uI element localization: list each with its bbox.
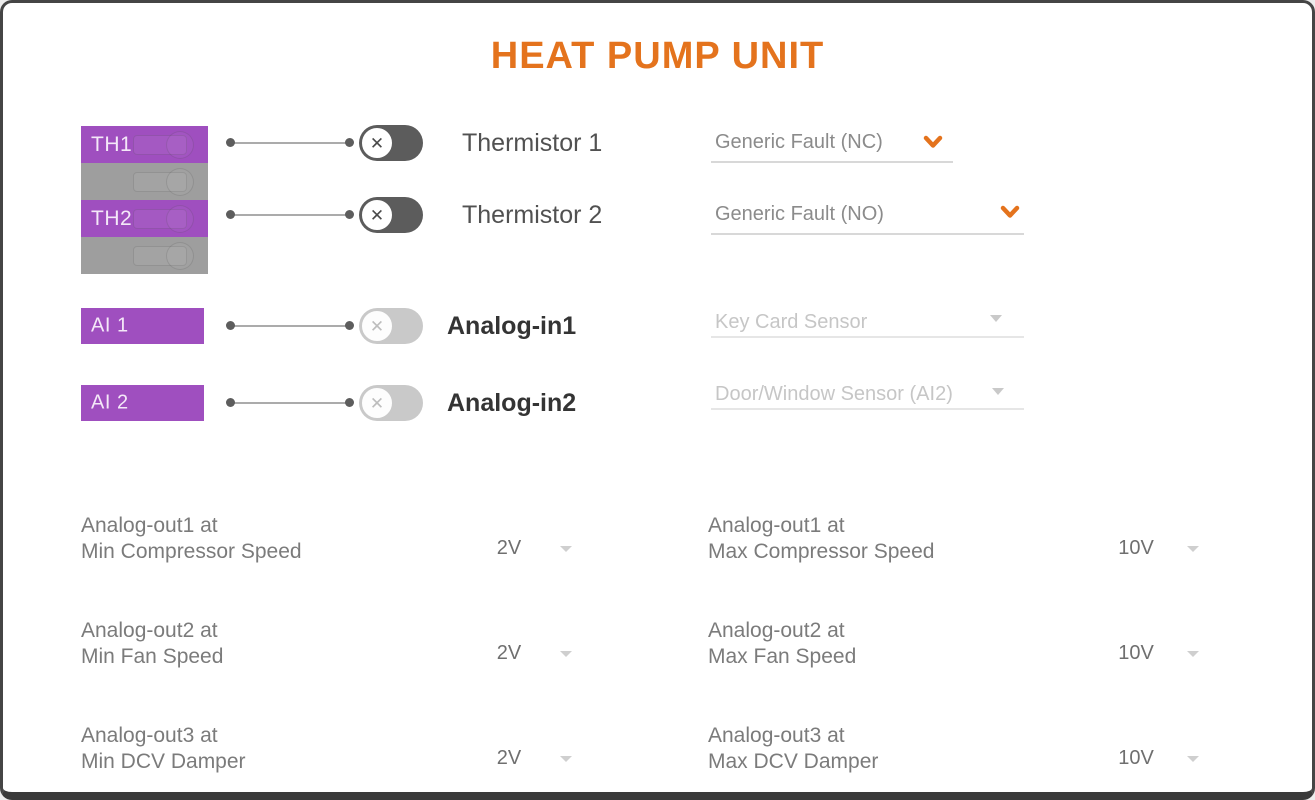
x-icon: ✕ bbox=[369, 316, 385, 336]
analog-in2-toggle[interactable]: ✕ bbox=[359, 385, 423, 421]
page-title: HEAT PUMP UNIT bbox=[490, 35, 825, 77]
select-underline bbox=[711, 161, 953, 163]
analog-out2-max-cell: Analog-out2 at Max Fan Speed 10V bbox=[708, 618, 1268, 680]
terminal-th1-label: TH1 bbox=[91, 132, 133, 156]
caret-down-icon[interactable] bbox=[560, 546, 572, 552]
analog-out1-min-select[interactable]: 2V bbox=[496, 537, 522, 559]
analog-out2-min-select[interactable]: 2V bbox=[496, 642, 522, 664]
thermistor-2-toggle[interactable]: ✕ bbox=[359, 197, 423, 233]
wire-th1 bbox=[226, 138, 354, 147]
analog-out1-min-cell: Analog-out1 at Min Compressor Speed 2V bbox=[81, 513, 641, 575]
analog-out-label: Analog-out1 at bbox=[81, 514, 218, 537]
terminal-ai1: AI 1 bbox=[81, 308, 204, 344]
analog-out1-max-select[interactable]: 10V bbox=[1118, 537, 1154, 559]
caret-down-icon[interactable] bbox=[1187, 651, 1199, 657]
caret-down-icon[interactable] bbox=[1187, 756, 1199, 762]
analog-out3-max-cell: Analog-out3 at Max DCV Damper 10V bbox=[708, 723, 1268, 785]
analog-in1-sensor-select: Key Card Sensor bbox=[715, 311, 868, 333]
caret-down-icon bbox=[990, 315, 1002, 322]
toggle-knob: ✕ bbox=[360, 386, 394, 420]
x-icon: ✕ bbox=[369, 393, 385, 413]
analog-out3-min-cell: Analog-out3 at Min DCV Damper 2V bbox=[81, 723, 641, 785]
analog-out-label: Analog-out3 at bbox=[81, 724, 218, 747]
terminal-th1: TH1 bbox=[81, 126, 208, 163]
terminal-ai2-label: AI 2 bbox=[91, 391, 129, 414]
thermistor-1-toggle[interactable]: ✕ bbox=[359, 125, 423, 161]
analog-out-label: Max Fan Speed bbox=[708, 645, 857, 668]
analog-out-label: Min Compressor Speed bbox=[81, 540, 302, 563]
select-underline bbox=[711, 408, 1024, 410]
chevron-down-icon[interactable] bbox=[923, 135, 943, 149]
terminal-ai2: AI 2 bbox=[81, 385, 204, 421]
wire-ai1 bbox=[226, 321, 354, 330]
analog-out-label: Max DCV Damper bbox=[708, 750, 879, 773]
analog-out-label: Analog-out1 at bbox=[708, 514, 845, 537]
wire-ai2 bbox=[226, 398, 354, 407]
caret-down-icon[interactable] bbox=[560, 651, 572, 657]
toggle-knob: ✕ bbox=[360, 198, 394, 232]
x-icon: ✕ bbox=[369, 133, 385, 153]
select-underline bbox=[711, 336, 1024, 338]
thermistor-1-fault-select[interactable]: Generic Fault (NC) bbox=[715, 131, 883, 153]
terminal-spacer bbox=[81, 163, 208, 200]
terminal-th2-label: TH2 bbox=[91, 206, 133, 230]
x-icon: ✕ bbox=[369, 205, 385, 225]
terminal-lug-icon bbox=[133, 171, 187, 192]
thermistor-2-fault-select[interactable]: Generic Fault (NO) bbox=[715, 203, 884, 225]
terminal-block-th: TH1 TH2 bbox=[81, 126, 208, 274]
terminal-ai1-label: AI 1 bbox=[91, 314, 129, 337]
analog-in1-toggle[interactable]: ✕ bbox=[359, 308, 423, 344]
analog-out-label: Analog-out3 at bbox=[708, 724, 845, 747]
toggle-knob: ✕ bbox=[360, 309, 394, 343]
caret-down-icon[interactable] bbox=[1187, 546, 1199, 552]
analog-out1-max-cell: Analog-out1 at Max Compressor Speed 10V bbox=[708, 513, 1268, 575]
analog-out-label: Max Compressor Speed bbox=[708, 540, 935, 563]
caret-down-icon[interactable] bbox=[560, 756, 572, 762]
terminal-lug-icon bbox=[133, 245, 187, 266]
analog-in2-label: Analog-in2 bbox=[447, 389, 577, 417]
analog-out-label: Min Fan Speed bbox=[81, 645, 224, 668]
terminal-lug-icon bbox=[133, 134, 187, 155]
terminal-spacer bbox=[81, 237, 208, 274]
terminal-th2: TH2 bbox=[81, 200, 208, 237]
terminal-lug-icon bbox=[133, 208, 187, 229]
analog-out3-min-select[interactable]: 2V bbox=[496, 747, 522, 769]
analog-out-label: Min DCV Damper bbox=[81, 750, 246, 773]
analog-out2-min-cell: Analog-out2 at Min Fan Speed 2V bbox=[81, 618, 641, 680]
analog-out-label: Analog-out2 at bbox=[81, 619, 218, 642]
toggle-knob: ✕ bbox=[360, 126, 394, 160]
analog-out3-max-select[interactable]: 10V bbox=[1118, 747, 1154, 769]
thermistor-1-label: Thermistor 1 bbox=[462, 129, 603, 157]
analog-in1-label: Analog-in1 bbox=[447, 312, 577, 340]
analog-out2-max-select[interactable]: 10V bbox=[1118, 642, 1154, 664]
caret-down-icon bbox=[992, 388, 1004, 395]
wire-th2 bbox=[226, 210, 354, 219]
analog-in2-sensor-select: Door/Window Sensor (AI2) bbox=[715, 383, 953, 405]
select-underline bbox=[711, 233, 1024, 235]
chevron-down-icon[interactable] bbox=[1000, 205, 1020, 219]
thermistor-2-label: Thermistor 2 bbox=[462, 201, 603, 229]
analog-out-label: Analog-out2 at bbox=[708, 619, 845, 642]
